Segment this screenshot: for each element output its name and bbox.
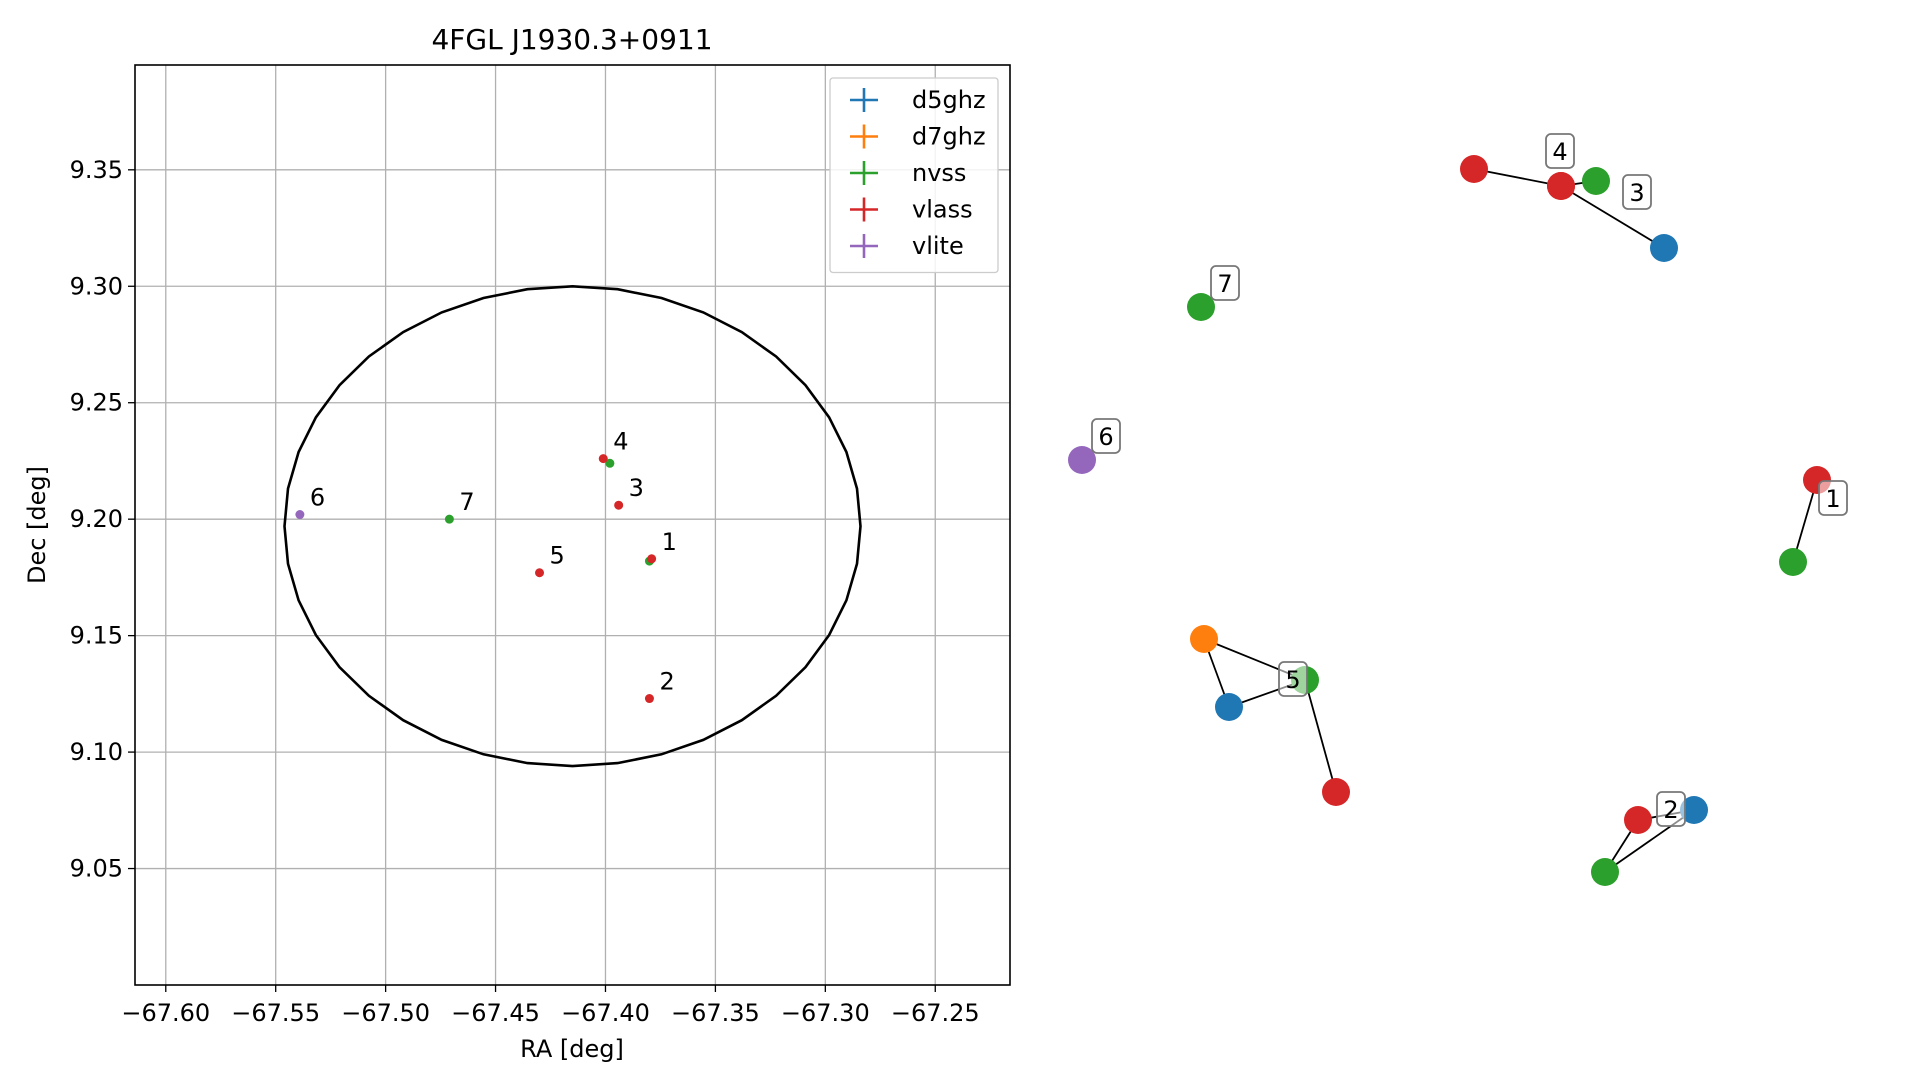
y-axis-label: Dec [deg] <box>23 466 51 584</box>
x-tick-label: −67.25 <box>891 999 980 1027</box>
network-label-box <box>1818 480 1848 516</box>
x-tick-label: −67.45 <box>451 999 540 1027</box>
y-tick-label: 9.25 <box>70 389 123 417</box>
point-label: 3 <box>629 474 644 502</box>
network-node-vlass <box>1322 778 1350 806</box>
data-point-vlite <box>295 510 305 520</box>
data-point-vlass <box>535 568 545 578</box>
network-label-box <box>1091 418 1121 454</box>
network-node-vlass <box>1547 172 1575 200</box>
point-label: 1 <box>662 528 677 556</box>
network-node-nvss <box>1582 167 1610 195</box>
network-label: 4 <box>1552 138 1567 166</box>
y-tick-label: 9.30 <box>70 272 123 300</box>
network-nodes <box>1068 155 1831 886</box>
legend: d5ghz d7ghz nvss vlass vlite <box>829 77 999 274</box>
legend-label: d5ghz <box>912 86 986 114</box>
network-node-nvss <box>1187 293 1215 321</box>
data-point-vlass <box>644 694 654 704</box>
x-tick-label: −67.35 <box>671 999 760 1027</box>
ellipse-layer <box>283 284 862 768</box>
network-labels: 1 2 3 4 5 6 7 <box>1091 133 1848 827</box>
network-edge <box>1792 479 1818 563</box>
network-node-nvss <box>1779 548 1807 576</box>
network-label-box <box>1622 174 1652 210</box>
plot-frame <box>134 64 1011 986</box>
localization-ellipse <box>283 284 862 768</box>
y-tick-label: 9.35 <box>70 156 123 184</box>
x-tick-label: −67.50 <box>341 999 430 1027</box>
x-axis-label: RA [deg] <box>520 1035 624 1063</box>
point-label: 4 <box>613 428 628 456</box>
point-label: 6 <box>310 484 325 512</box>
point-labels: 1 2 34 5 6 7 <box>310 428 677 696</box>
y-axis: 9.05 9.10 9.15 9.20 9.25 9.30 9.35 <box>70 156 135 883</box>
network-label: 7 <box>1217 270 1232 298</box>
y-tick-label: 9.10 <box>70 738 123 766</box>
legend-label: vlass <box>912 196 973 224</box>
network-label-box <box>1545 133 1575 169</box>
x-axis: −67.60 −67.55 −67.50 −67.45 −67.40 −67.35 −67.… <box>121 985 980 1027</box>
data-point-nvss <box>605 458 615 468</box>
legend-box <box>829 77 999 274</box>
network-label-box <box>1210 265 1240 301</box>
chart-title: 4FGL J1930.3+0911 <box>431 23 712 56</box>
x-tick-label: −67.30 <box>781 999 870 1027</box>
legend-label: d7ghz <box>912 123 986 151</box>
network-label: 6 <box>1098 423 1113 451</box>
network-node-nvss <box>1591 858 1619 886</box>
network-node-d5ghz <box>1680 796 1708 824</box>
network-node-d7ghz <box>1190 625 1218 653</box>
network-edges <box>1203 168 1818 873</box>
network-node-d5ghz <box>1215 693 1243 721</box>
network-node-vlass <box>1460 155 1488 183</box>
data-points <box>295 454 657 704</box>
point-label: 5 <box>550 542 565 570</box>
y-tick-label: 9.20 <box>70 505 123 533</box>
network-node-vlass <box>1624 806 1652 834</box>
network-node-d5ghz <box>1650 234 1678 262</box>
network-chart: 1 2 3 4 5 6 7 <box>1068 133 1848 886</box>
network-label: 1 <box>1825 485 1840 513</box>
x-tick-label: −67.55 <box>231 999 320 1027</box>
data-point-vlass <box>598 454 608 464</box>
network-edge <box>1473 168 1562 187</box>
network-label-box <box>1278 661 1308 697</box>
data-point-nvss <box>444 514 454 524</box>
network-label-box <box>1656 791 1686 827</box>
network-edge <box>1304 679 1337 793</box>
legend-label: vlite <box>912 232 964 260</box>
y-tick-label: 9.05 <box>70 855 123 883</box>
y-tick-label: 9.15 <box>70 622 123 650</box>
x-tick-label: −67.60 <box>121 999 210 1027</box>
legend-label: nvss <box>912 159 966 187</box>
network-label: 3 <box>1629 179 1644 207</box>
network-node-vlite <box>1068 446 1096 474</box>
network-label: 5 <box>1285 666 1300 694</box>
point-label: 2 <box>659 668 674 696</box>
data-point-vlass <box>614 500 624 510</box>
point-label: 7 <box>459 488 474 516</box>
data-point-vlass <box>647 554 657 564</box>
network-label: 2 <box>1663 796 1678 824</box>
network-edge <box>1560 185 1665 249</box>
x-tick-label: −67.40 <box>561 999 650 1027</box>
